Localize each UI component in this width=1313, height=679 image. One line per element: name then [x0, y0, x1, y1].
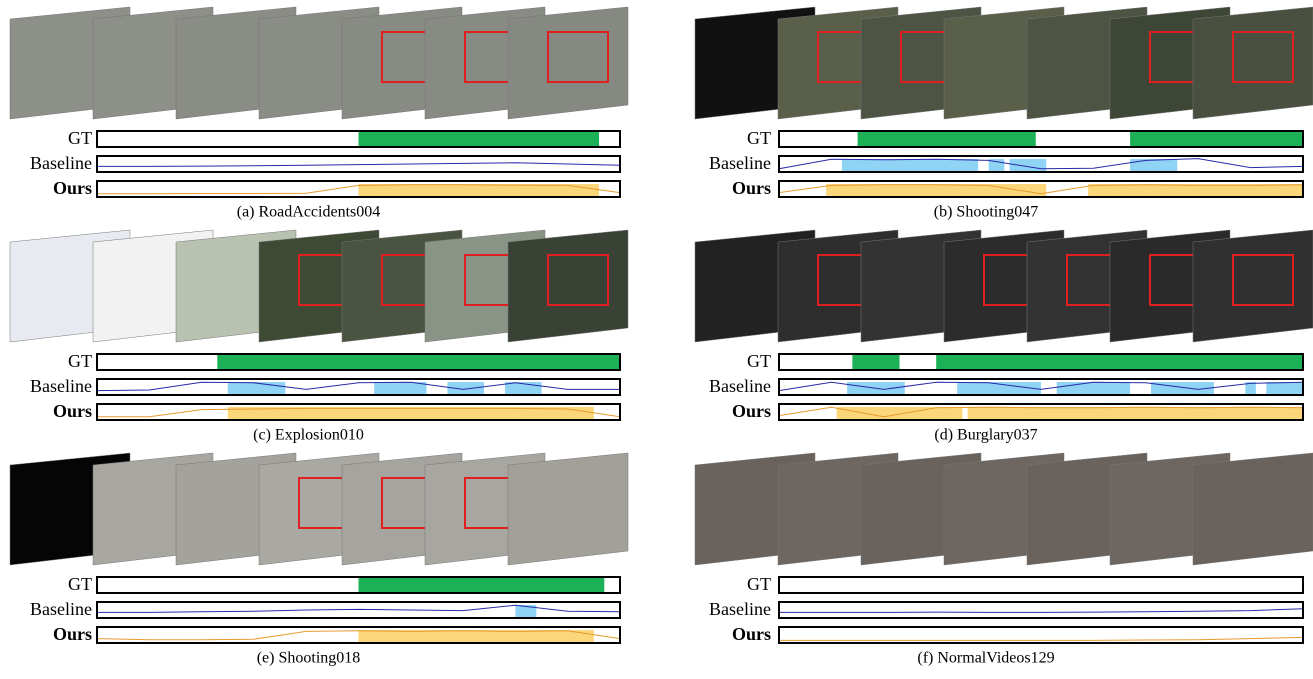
track-border — [96, 180, 621, 198]
row-label: Ours — [732, 178, 771, 198]
detection-box — [1232, 254, 1294, 306]
detection-box — [547, 254, 609, 306]
track-border — [778, 378, 1304, 396]
row-label: GT — [68, 351, 92, 371]
gt-segment — [358, 577, 605, 593]
baseline-curve — [778, 158, 1304, 170]
track-border — [96, 378, 621, 396]
track-border — [778, 601, 1304, 619]
ours-curve — [778, 184, 1304, 195]
caption: (c) Explosion010 — [253, 427, 364, 444]
panel: GT Baseline Ours (b) Shooting047 — [694, 6, 1313, 221]
ours-segment — [358, 184, 600, 197]
track-border — [778, 180, 1304, 198]
video-frame — [507, 6, 629, 120]
video-frame — [507, 229, 629, 343]
detection-box — [1232, 31, 1294, 83]
gt-segment — [852, 354, 900, 370]
baseline-curve — [779, 608, 1304, 613]
ours-curve — [779, 636, 1304, 641]
gt-segment — [857, 131, 1036, 147]
baseline-curve — [97, 162, 621, 167]
row-label: GT — [747, 351, 771, 371]
row-label: Ours — [53, 401, 92, 421]
video-frame — [1192, 452, 1313, 566]
row-label: Ours — [53, 178, 92, 198]
row-label: Baseline — [30, 376, 92, 396]
baseline-segment — [1130, 159, 1178, 172]
gt-segment — [936, 354, 1303, 370]
caption: (e) Shooting018 — [257, 650, 361, 667]
caption: (f) NormalVideos129 — [917, 650, 1054, 667]
baseline-segment — [1266, 382, 1303, 395]
row-label: Baseline — [30, 599, 92, 619]
panel: GT Baseline Ours (f) NormalVideos129 — [694, 452, 1313, 667]
row-label: Baseline — [709, 376, 771, 396]
row-label: GT — [68, 128, 92, 148]
caption: (d) Burglary037 — [934, 427, 1037, 444]
track-border — [778, 576, 1304, 594]
baseline-segment — [374, 382, 427, 395]
track-border — [778, 130, 1304, 148]
row-label: GT — [747, 574, 771, 594]
detection-box — [547, 31, 609, 83]
row-label: Ours — [53, 624, 92, 644]
baseline-segment — [1245, 382, 1256, 395]
ours-curve — [96, 630, 621, 641]
caption: (b) Shooting047 — [934, 204, 1038, 221]
track-border — [96, 353, 621, 371]
track-border — [778, 626, 1304, 644]
panel: GT Baseline Ours (c) Explosion010 — [9, 229, 629, 444]
track-border — [96, 626, 621, 644]
panel: GT Baseline Ours (e) Shooting018 — [9, 452, 629, 667]
gt-segment — [1130, 131, 1303, 147]
track-border — [778, 403, 1304, 421]
row-label: Baseline — [30, 153, 92, 173]
ours-curve — [778, 406, 1304, 418]
baseline-segment — [515, 605, 537, 618]
ours-segment — [227, 407, 594, 420]
baseline-segment — [1009, 159, 1047, 172]
baseline-curve — [97, 604, 621, 613]
baseline-segment — [447, 382, 485, 395]
ours-curve — [97, 407, 621, 418]
baseline-segment — [227, 382, 286, 395]
baseline-segment — [1056, 382, 1131, 395]
ours-segment — [967, 407, 1303, 420]
track-border — [96, 403, 621, 421]
row-label: Ours — [732, 401, 771, 421]
gt-segment — [358, 131, 600, 147]
track-border — [778, 155, 1304, 173]
row-label: Ours — [732, 624, 771, 644]
baseline-segment — [841, 159, 979, 172]
ours-segment — [836, 407, 963, 420]
row-label: Baseline — [709, 153, 771, 173]
row-label: Baseline — [709, 599, 771, 619]
track-border — [96, 576, 621, 594]
ours-segment — [826, 184, 1047, 197]
track-border — [778, 353, 1304, 371]
baseline-segment — [957, 382, 1041, 395]
row-label: GT — [747, 128, 771, 148]
panel: GT Baseline Ours (a) RoadAccidents004 — [9, 6, 629, 221]
video-frame — [1192, 229, 1313, 343]
track-border — [96, 130, 621, 148]
ours-segment — [358, 630, 594, 643]
video-frame — [507, 452, 629, 566]
track-border — [96, 601, 621, 619]
caption: (a) RoadAccidents004 — [237, 204, 381, 221]
panel: GT Baseline Ours (d) Burglary037 — [694, 229, 1313, 444]
row-label: GT — [68, 574, 92, 594]
ours-segment — [1088, 184, 1303, 197]
gt-segment — [217, 354, 621, 370]
video-frame — [1192, 6, 1313, 120]
baseline-curve — [96, 381, 620, 392]
track-border — [96, 155, 621, 173]
baseline-curve — [778, 381, 1304, 392]
ours-curve — [97, 184, 621, 195]
